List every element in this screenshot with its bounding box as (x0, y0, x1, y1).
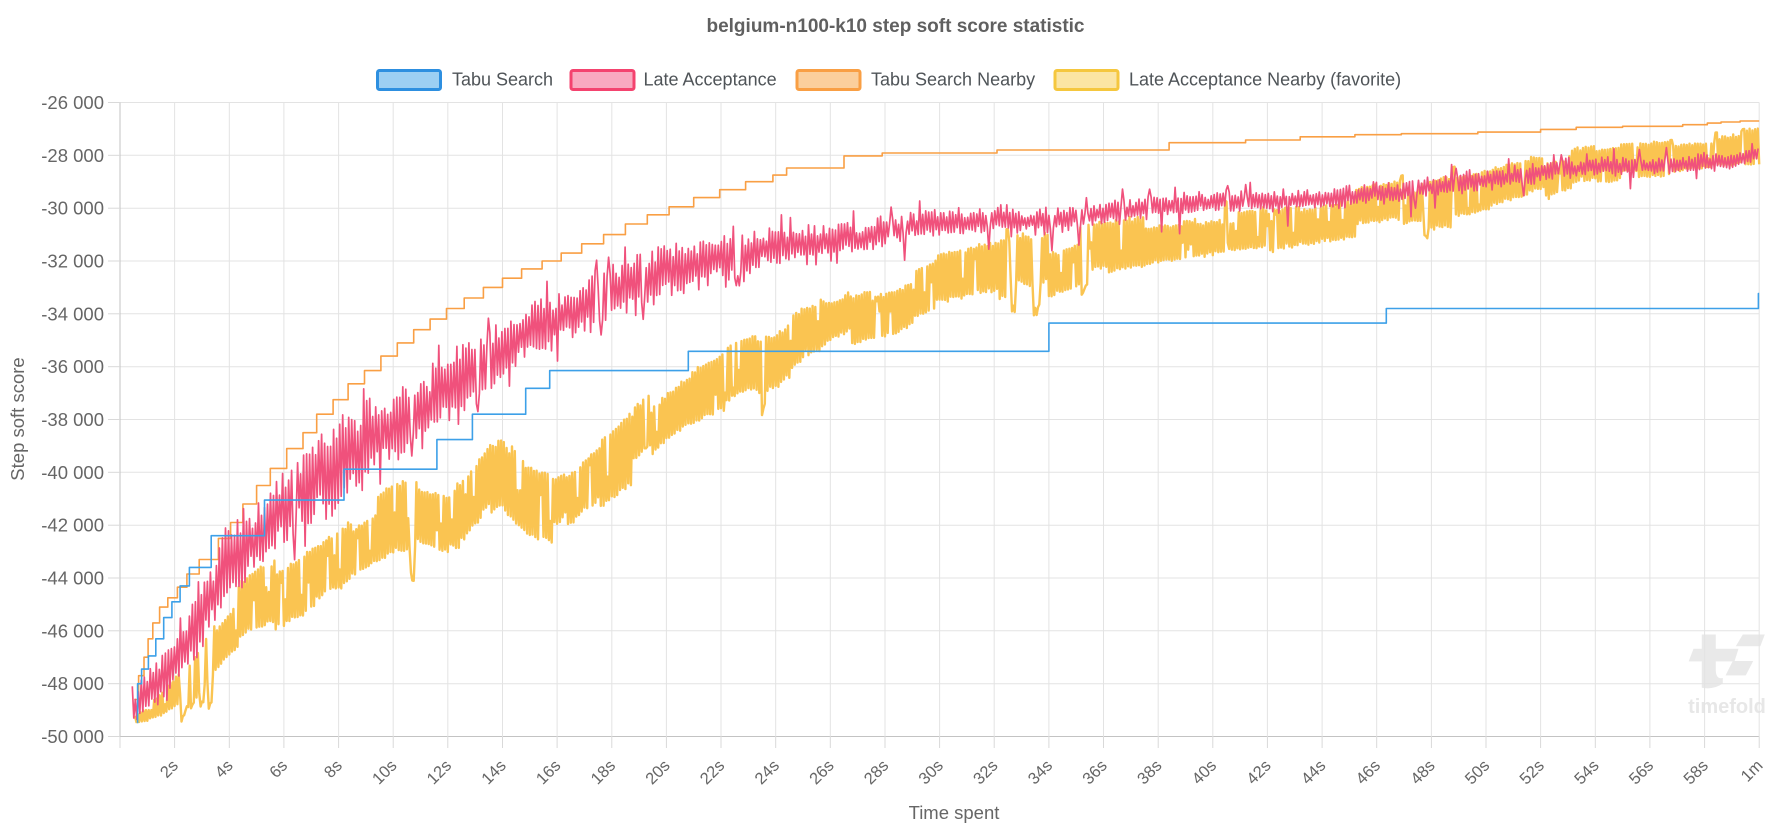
svg-text:-48 000: -48 000 (41, 673, 104, 694)
svg-text:-36 000: -36 000 (41, 356, 104, 377)
svg-text:belgium-n100-k10 step soft sco: belgium-n100-k10 step soft score statist… (706, 16, 1084, 37)
svg-text:Step soft score: Step soft score (7, 357, 28, 480)
svg-text:-46 000: -46 000 (41, 620, 104, 641)
svg-text:Late Acceptance Nearby (favori: Late Acceptance Nearby (favorite) (1129, 70, 1401, 90)
svg-text:-34 000: -34 000 (41, 303, 104, 324)
svg-text:-28 000: -28 000 (41, 145, 104, 166)
svg-text:Tabu Search: Tabu Search (452, 70, 553, 90)
svg-text:Time spent: Time spent (909, 802, 1000, 823)
svg-text:-40 000: -40 000 (41, 462, 104, 483)
svg-text:-26 000: -26 000 (41, 92, 104, 113)
svg-text:timefold: timefold (1688, 696, 1766, 718)
svg-text:-42 000: -42 000 (41, 515, 104, 536)
svg-text:-30 000: -30 000 (41, 198, 104, 219)
svg-text:-50 000: -50 000 (41, 726, 104, 747)
svg-text:-44 000: -44 000 (41, 568, 104, 589)
svg-text:-32 000: -32 000 (41, 251, 104, 272)
svg-text:Tabu Search Nearby: Tabu Search Nearby (871, 70, 1035, 90)
svg-text:-38 000: -38 000 (41, 409, 104, 430)
svg-text:Late Acceptance: Late Acceptance (644, 70, 777, 90)
